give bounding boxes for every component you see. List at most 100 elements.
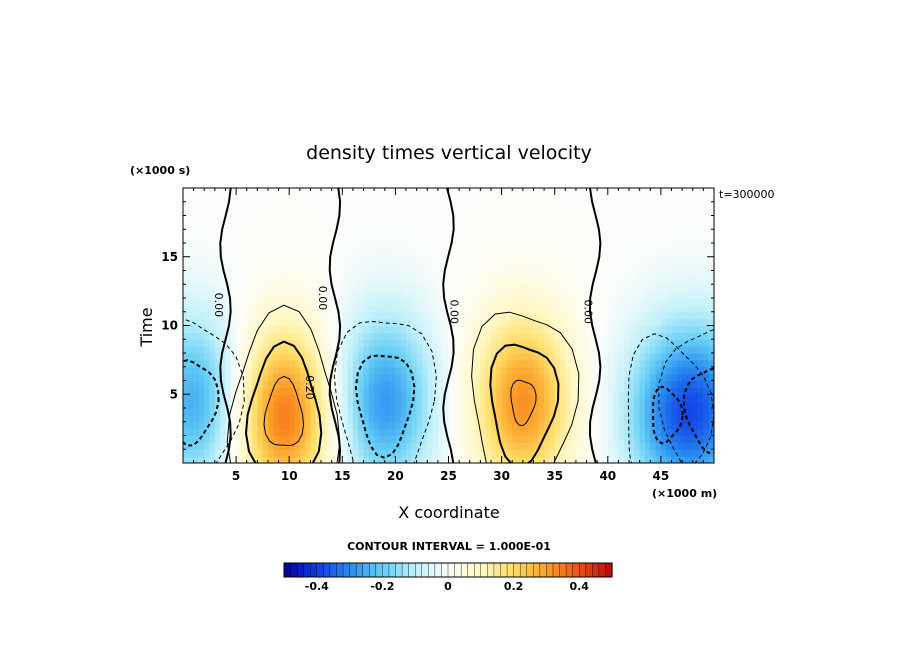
heatmap-cell [421,249,428,258]
heatmap-cell [464,194,471,203]
heatmap-cell [512,311,519,320]
heatmap-cell [294,373,301,382]
heatmap-cell [395,270,402,278]
heatmap-cell [273,208,280,217]
heatmap-cell [421,449,428,457]
heatmap-cell [650,249,657,258]
heatmap-cell [459,284,466,292]
heatmap-cell [241,188,248,196]
heatmap-cell [464,291,471,299]
heatmap-cell [427,284,434,292]
heatmap-cell [464,263,471,272]
heatmap-cell [390,394,396,402]
heatmap-cell [336,291,343,299]
heatmap-cell [644,298,651,306]
heatmap-cell [581,291,588,299]
heatmap-cell [220,215,227,223]
heatmap-cell [549,346,556,354]
heatmap-cell [565,256,572,265]
heatmap-cell [384,298,391,306]
heatmap-cell [267,236,274,244]
contour-interval-label: CONTOUR INTERVAL = 1.000E-01 [347,540,551,553]
heatmap-cell [618,332,625,340]
heatmap-cell [682,194,689,203]
heatmap-cell [352,414,359,423]
heatmap-cell [427,325,434,333]
heatmap-cell [321,249,327,258]
heatmap-cell [358,380,365,388]
heatmap-cell [554,243,561,251]
heatmap-cell [453,263,460,272]
heatmap-cell [708,421,714,430]
heatmap-cell [448,318,455,327]
heatmap-cell [326,373,333,382]
heatmap-cell [660,222,667,230]
heatmap-cell [352,408,359,416]
heatmap-cell [236,325,243,333]
heatmap-cell [671,263,678,272]
heatmap-cell [554,201,561,210]
heatmap-cell [586,449,593,457]
heatmap-cell [496,366,503,375]
heatmap-cell [512,380,519,388]
heatmap-cell [299,236,306,244]
heatmap-cell [560,346,566,354]
heatmap-cell [464,304,471,313]
heatmap-cell [517,215,524,223]
heatmap-cell [544,270,550,278]
heatmap-cell [565,332,572,340]
heatmap-cell [342,346,349,354]
heatmap-cell [496,188,503,196]
heatmap-cell [214,215,221,223]
heatmap-cell [262,222,269,230]
heatmap-cell [358,256,365,265]
heatmap-cell [682,236,689,244]
heatmap-cell [368,394,375,402]
heatmap-cell [554,194,561,203]
heatmap-cell [448,387,455,395]
heatmap-cell [591,373,598,382]
heatmap-cell [485,263,492,272]
heatmap-cell [209,366,216,375]
heatmap-cell [634,201,641,210]
heatmap-cell [522,270,529,278]
heatmap-cell [246,208,253,217]
heatmap-cell [634,421,641,430]
heatmap-cell [528,408,535,416]
heatmap-cell [629,449,635,457]
heatmap-cell [544,243,550,251]
heatmap-cell [560,249,566,258]
heatmap-cell [464,435,471,443]
heatmap-cell [512,456,519,463]
heatmap-cell [453,366,460,375]
heatmap-cell [644,222,651,230]
heatmap-cell [432,188,439,196]
heatmap-cell [618,401,625,409]
heatmap-cell [650,366,657,375]
heatmap-cell [453,373,460,382]
heatmap-cell [623,229,630,237]
heatmap-cell [278,243,285,251]
colorbar-cell [362,562,370,578]
heatmap-cell [682,318,689,327]
heatmap-cell [363,449,370,457]
heatmap-cell [528,311,535,320]
heatmap-cell [257,201,264,210]
heatmap-cell [565,394,572,402]
heatmap-cell [347,408,354,416]
heatmap-cell [464,394,471,402]
heatmap-cell [485,339,492,347]
heatmap-cell [501,373,508,382]
heatmap-cell [406,249,412,258]
heatmap-cell [209,284,216,292]
heatmap-cell [230,359,237,368]
heatmap-cell [575,208,582,217]
heatmap-cell [331,318,338,327]
heatmap-cell [427,387,434,395]
heatmap-cell [374,270,381,278]
heatmap-cell [448,249,455,258]
heatmap-cell [358,435,365,443]
heatmap-cell [464,318,471,327]
heatmap-cell [703,380,710,388]
heatmap-cell [544,366,550,375]
